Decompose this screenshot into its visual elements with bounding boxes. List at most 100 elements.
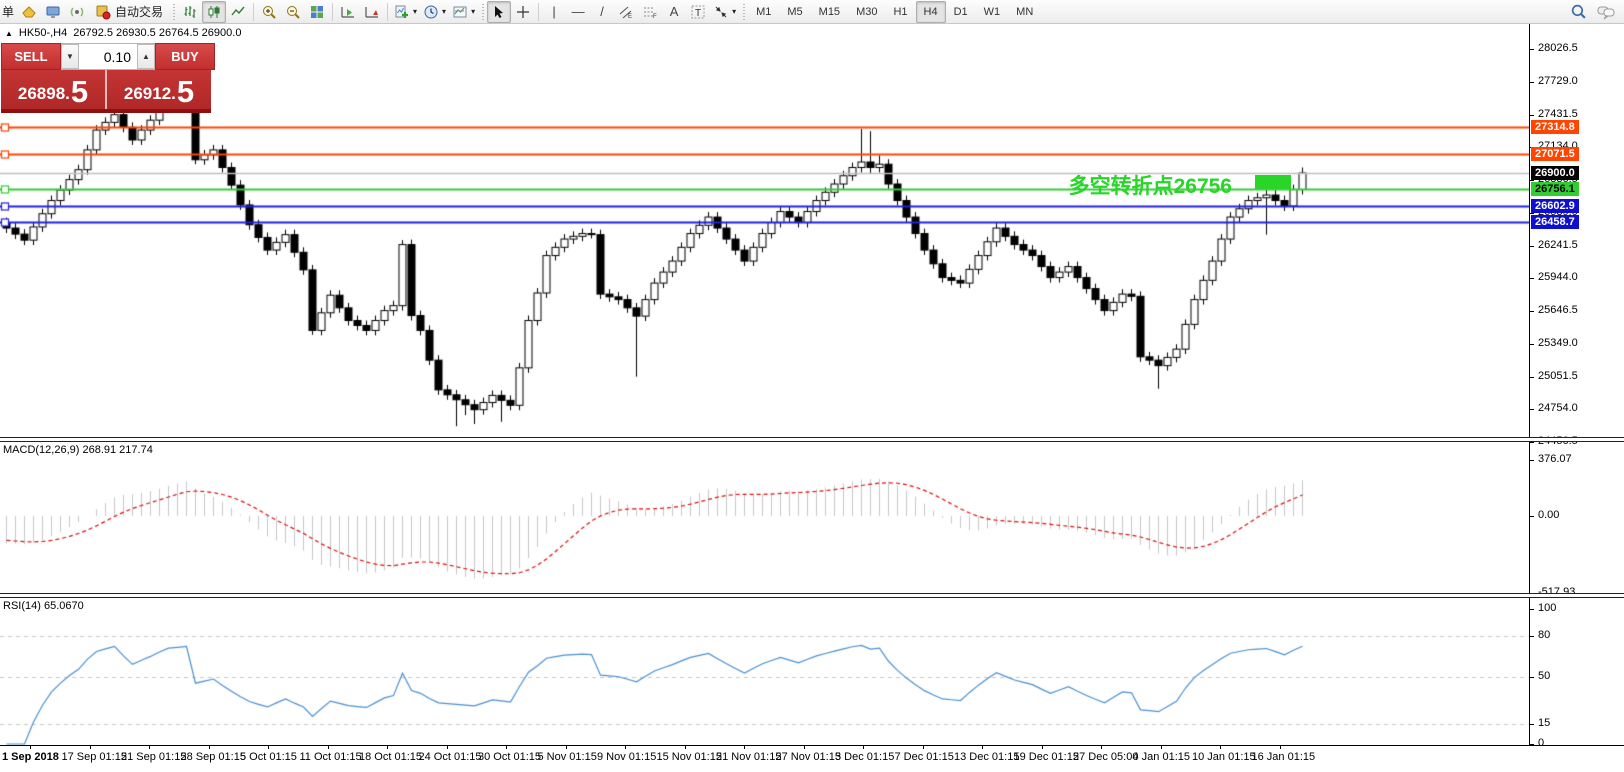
chart-ohlc-values: 26792.5 26930.5 26764.5 26900.0 — [73, 27, 242, 39]
timeframe-m5[interactable]: M5 — [787, 5, 803, 18]
time-axis-tick — [446, 746, 448, 749]
pane-divider[interactable] — [0, 437, 1624, 442]
candlestick-chart-button[interactable] — [202, 0, 227, 23]
timeframe-m30[interactable]: M30 — [856, 5, 878, 18]
price-axis-tick-label: 28026.5 — [1538, 42, 1578, 54]
line-chart-icon — [230, 4, 246, 20]
timeframe-mn[interactable]: MN — [1016, 5, 1034, 18]
crosshair-icon — [515, 4, 531, 20]
buy-button[interactable]: BUY — [155, 43, 215, 70]
templates-button[interactable]: ▾ — [449, 1, 478, 23]
time-axis[interactable]: 1 Sep 2018 17 Sep 01:15 21 Sep 01:15 28 Sep… — [0, 745, 1624, 772]
timeframe-h4[interactable]: H4 — [915, 0, 946, 23]
time-axis-tick — [1041, 746, 1043, 749]
time-axis-label: 21 Sep 01:15 — [121, 751, 187, 763]
macd-indicator-chart[interactable] — [0, 441, 1529, 593]
time-axis-label: 5 Oct 01:15 — [240, 751, 297, 763]
price-axis-tick — [1530, 344, 1534, 345]
metaeditor-button[interactable] — [17, 1, 41, 23]
timeframe-d1[interactable]: D1 — [953, 5, 968, 18]
pane-divider[interactable] — [0, 593, 1624, 598]
autotrading-button[interactable]: 自动交易 — [89, 1, 169, 23]
svg-text:F: F — [653, 14, 657, 20]
current-price-tag: 26900.0 — [1531, 166, 1579, 180]
timeframe-m15[interactable]: M15 — [818, 5, 841, 18]
time-axis-tick — [268, 746, 269, 749]
candlestick-chart-icon — [206, 4, 222, 20]
price-axis[interactable]: 28026.527729.027431.527134.026836.526539… — [1530, 24, 1624, 749]
time-axis-label: 28 Sep 01:15 — [180, 751, 246, 763]
price-level-tag: 26458.7 — [1531, 214, 1579, 229]
price-axis-tick-label: 27729.0 — [1538, 74, 1578, 87]
sell-button[interactable]: SELL — [1, 43, 61, 70]
buy-price-display[interactable]: 26912. 5 — [107, 70, 211, 109]
rsi-indicator-chart[interactable] — [0, 597, 1529, 745]
trendline-tool-button[interactable]: / — [590, 1, 614, 23]
indicators-button[interactable]: ▾ — [391, 1, 420, 23]
time-axis-label: 4 Jan 01:15 — [1132, 751, 1191, 763]
chat-icon[interactable] — [1597, 4, 1616, 20]
main-toolbar: 单 自动交易 ▾ ▾ — [0, 0, 1624, 24]
horizontal-line-tool-button[interactable]: — — [566, 1, 590, 23]
timeframe-h1[interactable]: H1 — [893, 5, 908, 18]
shapes-tool-button[interactable]: ▾ — [710, 1, 739, 23]
vertical-line-tool-button[interactable]: | — [542, 1, 566, 23]
rsi-axis-tick-label: 0 — [1538, 737, 1545, 749]
signals-button[interactable] — [65, 1, 89, 23]
time-axis-label: 1 Sep 2018 — [2, 751, 59, 763]
time-axis-label: 24 Oct 01:15 — [418, 751, 482, 763]
tile-windows-button[interactable] — [305, 1, 329, 23]
rsi-axis-tick — [1530, 609, 1534, 610]
zoom-out-button[interactable] — [281, 1, 305, 23]
auto-scroll-button[interactable] — [336, 1, 360, 23]
time-axis-tick — [744, 746, 745, 749]
bar-chart-button[interactable] — [178, 1, 202, 23]
toolbar-separator — [538, 2, 540, 21]
volume-input[interactable] — [79, 44, 137, 69]
time-axis-label: 19 Dec 01:15 — [1013, 751, 1079, 763]
text-tool-button[interactable]: A — [662, 1, 686, 23]
pivot-annotation-rectangle[interactable] — [1255, 175, 1291, 189]
auto-scroll-icon — [340, 4, 356, 20]
pivot-annotation-text[interactable]: 多空转折点26756 — [1068, 174, 1232, 198]
time-axis-tick — [625, 746, 626, 749]
time-axis-tick — [327, 746, 329, 749]
collapse-panel-icon[interactable]: ▲ — [5, 28, 13, 38]
channel-tool-button[interactable]: E — [614, 1, 638, 23]
price-axis-tick — [1530, 278, 1534, 279]
fibonacci-tool-button[interactable]: F — [638, 1, 662, 23]
cursor-tool-button[interactable] — [487, 0, 512, 23]
toolbar-grip[interactable] — [741, 3, 747, 20]
text-tool-icon: A — [669, 4, 679, 19]
time-axis-tick — [1160, 746, 1162, 749]
time-axis-tick — [684, 746, 686, 749]
line-chart-button[interactable] — [226, 1, 250, 23]
time-axis-tick — [565, 746, 567, 749]
toolbar-grip[interactable] — [480, 3, 486, 20]
toolbar-separator — [253, 2, 255, 21]
price-axis-tick — [1530, 82, 1534, 83]
time-axis-label: 5 Nov 01:15 — [537, 751, 597, 763]
label-tool-icon: T — [690, 4, 706, 20]
sell-price-display[interactable]: 26898. 5 — [1, 70, 107, 109]
time-axis-label: 13 Dec 01:15 — [954, 751, 1020, 763]
terminal-button[interactable] — [41, 1, 65, 23]
main-price-chart[interactable] — [0, 24, 1529, 437]
toolbar-grip[interactable] — [171, 3, 177, 20]
time-axis-tick — [506, 746, 507, 749]
price-axis-tick-label: 24754.0 — [1538, 402, 1578, 415]
chart-shift-button[interactable] — [360, 1, 384, 23]
timeframe-m1[interactable]: M1 — [756, 5, 772, 18]
zoom-in-button[interactable] — [257, 1, 281, 23]
search-icon[interactable] — [1570, 3, 1587, 20]
periods-button[interactable]: ▾ — [420, 1, 449, 23]
crosshair-tool-button[interactable] — [511, 1, 535, 23]
new-order-button[interactable]: 单 — [2, 5, 15, 19]
label-tool-button[interactable]: T — [686, 1, 710, 23]
price-axis-line — [1529, 24, 1530, 745]
volume-increase-button[interactable]: ▲ — [137, 44, 155, 69]
price-axis-tick-label: 25646.5 — [1538, 304, 1578, 316]
timeframe-w1[interactable]: W1 — [983, 5, 1001, 18]
volume-decrease-button[interactable]: ▼ — [61, 44, 79, 69]
one-click-trade-panel: SELL ▼ ▲ BUY 26898. 5 26912. 5 — [1, 43, 215, 113]
